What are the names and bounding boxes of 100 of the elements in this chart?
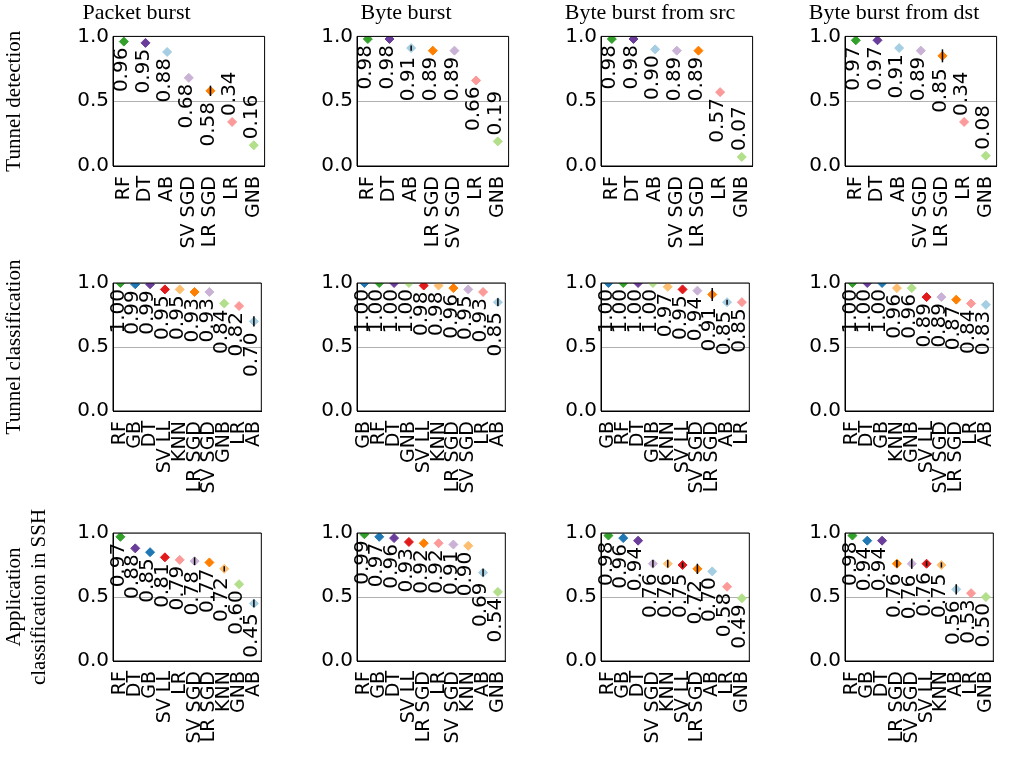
y-tick-label: 1.0 xyxy=(321,269,353,294)
chart-title: Byte burst from dst xyxy=(808,0,980,24)
point xyxy=(145,547,156,558)
y-tick-label: 1.0 xyxy=(809,269,841,294)
y-tick-label: 0.0 xyxy=(809,152,841,177)
point xyxy=(862,535,873,546)
point xyxy=(492,586,503,597)
data-label: 0.91 xyxy=(883,54,908,99)
x-tick-label: DT xyxy=(376,175,399,203)
data-label: 0.89 xyxy=(417,56,441,102)
x-tick-label: AB xyxy=(886,176,909,203)
point xyxy=(618,533,629,544)
x-tick-label: AB xyxy=(398,176,421,203)
point xyxy=(418,538,429,549)
point xyxy=(463,540,474,551)
point xyxy=(877,535,888,546)
data-label: 0.68 xyxy=(173,83,197,129)
point xyxy=(183,72,194,83)
point xyxy=(707,566,718,577)
y-tick-label: 1.0 xyxy=(321,22,353,47)
point xyxy=(115,533,126,542)
y-tick-label: 0.5 xyxy=(809,583,841,608)
x-tick-label: AB xyxy=(154,176,177,203)
y-tick-label: 0.0 xyxy=(321,647,353,672)
y-tick-label: 0.0 xyxy=(321,152,353,177)
y-axis-title: Application classification in SSH xyxy=(1,508,51,686)
y-tick-label: 1.0 xyxy=(809,519,841,544)
chart-title: Byte burst from src xyxy=(564,0,736,24)
x-tick-label: AB xyxy=(642,176,665,203)
point xyxy=(966,588,977,599)
x-tick-label: LR SGD xyxy=(685,176,708,248)
point xyxy=(915,45,926,56)
x-tick-label: GNB xyxy=(972,176,995,218)
point xyxy=(174,554,185,565)
y-axis-title: Tunnel classification xyxy=(1,259,26,435)
data-label: 0.89 xyxy=(905,56,929,102)
y-tick-label: 0.0 xyxy=(565,647,597,672)
x-tick-label: DT xyxy=(864,175,887,203)
data-label: 0.98 xyxy=(617,44,642,90)
point xyxy=(374,533,385,542)
y-tick-label: 0.5 xyxy=(321,583,353,608)
point xyxy=(130,543,141,554)
point xyxy=(189,286,200,297)
point xyxy=(159,552,170,563)
point xyxy=(603,533,614,541)
x-tick-label: SV SGD xyxy=(175,176,198,249)
data-label: 0.89 xyxy=(682,56,707,102)
y-tick-label: 0.0 xyxy=(77,152,109,177)
point xyxy=(140,37,151,48)
x-tick-label: SV SGD xyxy=(907,176,930,249)
point xyxy=(389,533,400,544)
point xyxy=(715,87,726,98)
point xyxy=(433,538,444,549)
x-tick-label: RF xyxy=(354,176,377,201)
point xyxy=(693,45,704,56)
x-tick-label: DT xyxy=(132,175,155,203)
point xyxy=(118,36,129,47)
x-tick-label: LR SGD xyxy=(929,176,952,248)
x-tick-label: RF xyxy=(110,176,133,201)
chart-title: Packet burst xyxy=(82,0,191,24)
x-tick-label: GNB xyxy=(240,176,263,218)
point xyxy=(722,581,733,592)
point xyxy=(384,36,395,44)
chart-title: Byte burst xyxy=(360,0,452,24)
point xyxy=(736,151,747,162)
x-tick-label: RF xyxy=(842,176,865,201)
y-tick-label: 0.5 xyxy=(809,333,841,358)
point xyxy=(628,36,639,44)
point xyxy=(219,298,230,309)
y-tick-label: 1.0 xyxy=(77,269,109,294)
point xyxy=(980,150,991,161)
data-label: 0.95 xyxy=(129,48,154,94)
point xyxy=(174,284,185,295)
point xyxy=(872,36,883,46)
point xyxy=(959,116,970,127)
x-tick-label: LR SGD xyxy=(419,176,442,248)
point xyxy=(633,535,644,546)
y-tick-label: 0.0 xyxy=(321,397,353,422)
y-tick-label: 0.5 xyxy=(77,583,109,608)
data-label: 0.88 xyxy=(151,57,176,103)
y-tick-label: 0.5 xyxy=(77,333,109,358)
y-tick-label: 0.5 xyxy=(565,583,597,608)
x-tick-label: SV SGD xyxy=(663,176,686,249)
x-tick-label: LR xyxy=(219,176,242,200)
point xyxy=(159,284,170,295)
point xyxy=(847,533,858,541)
x-tick-label: LR xyxy=(707,176,730,200)
point xyxy=(650,44,661,55)
point xyxy=(449,45,460,56)
x-tick-label: LR SGD xyxy=(197,176,220,248)
point xyxy=(234,579,245,590)
x-tick-label: LR xyxy=(463,176,486,200)
point xyxy=(606,36,617,44)
y-tick-label: 0.0 xyxy=(77,397,109,422)
point xyxy=(162,46,173,57)
point xyxy=(204,286,215,297)
point xyxy=(736,593,747,604)
y-tick-label: 1.0 xyxy=(565,269,597,294)
x-tick-label: GNB xyxy=(728,176,751,218)
point xyxy=(894,43,905,54)
